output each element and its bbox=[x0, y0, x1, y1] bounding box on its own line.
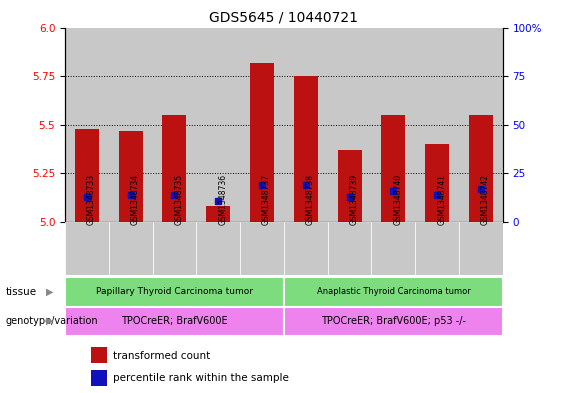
Text: genotype/variation: genotype/variation bbox=[6, 316, 98, 326]
Text: transformed count: transformed count bbox=[113, 351, 210, 361]
Bar bbox=[284, 28, 328, 222]
Bar bbox=[294, 76, 318, 222]
Bar bbox=[162, 115, 186, 222]
Bar bbox=[459, 222, 503, 275]
Bar bbox=[108, 28, 153, 222]
Text: GSM1348736: GSM1348736 bbox=[218, 174, 227, 225]
Bar bbox=[65, 307, 284, 336]
Bar bbox=[284, 277, 503, 307]
Bar bbox=[284, 222, 328, 275]
Bar bbox=[65, 277, 284, 307]
Text: percentile rank within the sample: percentile rank within the sample bbox=[113, 373, 289, 383]
Bar bbox=[284, 307, 503, 336]
Bar bbox=[197, 28, 240, 222]
Bar bbox=[328, 28, 372, 222]
Bar bbox=[92, 347, 107, 363]
Text: GSM1348733: GSM1348733 bbox=[87, 174, 96, 225]
Bar bbox=[75, 129, 99, 222]
Bar bbox=[459, 28, 503, 222]
Bar bbox=[119, 130, 143, 222]
Text: GSM1348742: GSM1348742 bbox=[481, 174, 490, 225]
Bar bbox=[240, 28, 284, 222]
Text: GSM1348735: GSM1348735 bbox=[175, 174, 184, 225]
Text: Papillary Thyroid Carcinoma tumor: Papillary Thyroid Carcinoma tumor bbox=[96, 287, 253, 296]
Text: Anaplastic Thyroid Carcinoma tumor: Anaplastic Thyroid Carcinoma tumor bbox=[316, 287, 470, 296]
Text: GSM1348734: GSM1348734 bbox=[131, 174, 140, 225]
Text: tissue: tissue bbox=[6, 286, 37, 297]
Bar bbox=[240, 222, 284, 275]
Bar bbox=[372, 28, 415, 222]
Text: GSM1348737: GSM1348737 bbox=[262, 174, 271, 225]
Bar bbox=[250, 62, 274, 222]
Bar bbox=[381, 115, 406, 222]
Bar bbox=[415, 222, 459, 275]
Bar bbox=[65, 222, 109, 275]
Bar bbox=[153, 28, 197, 222]
Text: GSM1348738: GSM1348738 bbox=[306, 174, 315, 225]
Bar bbox=[328, 222, 372, 275]
Title: GDS5645 / 10440721: GDS5645 / 10440721 bbox=[210, 11, 358, 25]
Bar bbox=[372, 222, 415, 275]
Bar bbox=[425, 144, 449, 222]
Bar bbox=[92, 371, 107, 386]
Text: ▶: ▶ bbox=[46, 316, 54, 326]
Bar bbox=[108, 222, 153, 275]
Bar bbox=[65, 28, 109, 222]
Text: ▶: ▶ bbox=[46, 286, 54, 297]
Text: TPOCreER; BrafV600E; p53 -/-: TPOCreER; BrafV600E; p53 -/- bbox=[321, 316, 466, 326]
Text: TPOCreER; BrafV600E: TPOCreER; BrafV600E bbox=[121, 316, 228, 326]
Text: GSM1348739: GSM1348739 bbox=[350, 174, 359, 225]
Bar bbox=[206, 206, 231, 222]
Text: GSM1348740: GSM1348740 bbox=[393, 174, 402, 225]
Bar bbox=[415, 28, 459, 222]
Text: GSM1348741: GSM1348741 bbox=[437, 174, 446, 225]
Bar bbox=[197, 222, 240, 275]
Bar bbox=[153, 222, 197, 275]
Bar bbox=[337, 150, 362, 222]
Bar bbox=[469, 115, 493, 222]
